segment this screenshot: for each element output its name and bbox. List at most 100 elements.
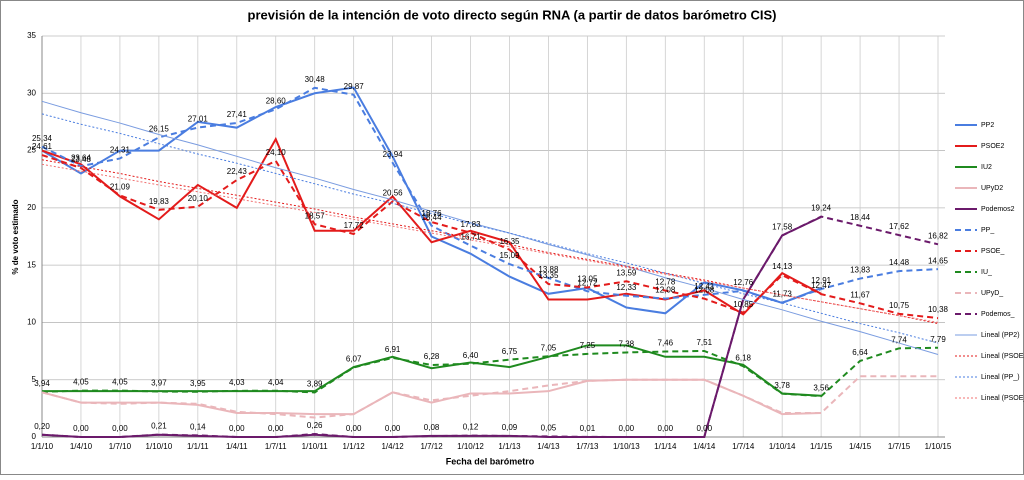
y-axis-title: % de voto estimado <box>11 199 20 274</box>
x-tick-label: 1/1/12 <box>343 442 366 451</box>
data-label: 18,76 <box>422 209 443 218</box>
x-tick-label: 1/4/10 <box>70 442 93 451</box>
x-tick-label: 1/10/10 <box>146 442 173 451</box>
legend-label: Lineal (PP_) <box>981 374 1020 381</box>
x-tick-label: 1/10/14 <box>769 442 796 451</box>
series-line <box>41 375 938 419</box>
series-line <box>41 154 939 320</box>
x-tick-label: 1/1/10 <box>31 442 54 451</box>
data-label: 7,51 <box>696 338 712 347</box>
data-label: 18,44 <box>422 213 443 222</box>
data-label: 28,60 <box>266 96 287 105</box>
data-label: 10,75 <box>889 301 910 310</box>
chart-title: previsión de la intención de voto direct… <box>248 7 777 22</box>
data-label: 4,05 <box>73 378 89 387</box>
data-label: 10,38 <box>928 305 949 314</box>
data-label: 3,95 <box>190 379 206 388</box>
y-tick-label: 10 <box>27 318 36 327</box>
data-label: 16,71 <box>461 233 482 242</box>
legend-label: UPyD_ <box>981 290 1003 297</box>
data-label: 13,88 <box>538 265 559 274</box>
data-label: 0,09 <box>502 423 518 432</box>
data-label: 6,64 <box>852 348 868 357</box>
data-label: 13,05 <box>577 275 598 284</box>
data-label: 24,31 <box>110 146 131 155</box>
data-label: 20,56 <box>383 189 404 198</box>
x-tick-label: 1/1/11 <box>187 442 209 451</box>
data-label: 6,75 <box>502 347 518 356</box>
data-label: 7,05 <box>541 343 557 352</box>
data-label: 17,62 <box>889 222 910 231</box>
data-label: 19,83 <box>149 197 170 206</box>
data-label: 17,72 <box>344 221 365 230</box>
data-label: 0,00 <box>229 424 245 433</box>
x-tick-label: 1/10/11 <box>302 442 329 451</box>
legend-label: IU2 <box>981 164 992 171</box>
x-tick-label: 1/7/15 <box>888 442 911 451</box>
data-label: 22,43 <box>227 167 248 176</box>
data-label: 3,78 <box>774 381 790 390</box>
x-tick-label: 1/4/12 <box>381 442 404 451</box>
data-label: 0,08 <box>424 423 440 432</box>
data-label: 12,33 <box>616 283 637 292</box>
data-label: 15,09 <box>499 251 520 260</box>
legend-label: Podemos2 <box>981 206 1015 213</box>
x-tick-label: 1/1/14 <box>654 442 677 451</box>
data-label: 0,12 <box>463 423 479 432</box>
data-label: 24,10 <box>266 148 287 157</box>
legend-label: IU_ <box>981 269 992 276</box>
data-label: 0,00 <box>658 424 674 433</box>
data-label: 7,74 <box>891 335 907 344</box>
data-label: 3,89 <box>307 380 323 389</box>
data-label: 6,07 <box>346 355 362 364</box>
data-label: 20,10 <box>188 194 209 203</box>
legend-label: UPyD2 <box>981 185 1003 192</box>
data-label: 0,00 <box>696 424 712 433</box>
x-tick-label: 1/10/12 <box>457 442 484 451</box>
data-label: 12,72 <box>577 278 598 287</box>
data-label: 12,08 <box>655 286 676 295</box>
data-label: 23,48 <box>71 155 92 164</box>
data-label: 0,05 <box>541 424 557 433</box>
x-tick-label: 1/7/11 <box>265 442 287 451</box>
data-label: 18,44 <box>850 213 871 222</box>
y-tick-label: 25 <box>27 146 36 155</box>
series-line <box>41 86 939 304</box>
y-tick-label: 30 <box>27 88 36 97</box>
data-label: 11,67 <box>850 290 870 299</box>
x-tick-label: 1/10/15 <box>925 442 952 451</box>
y-tick-label: 35 <box>27 31 36 40</box>
x-tick-label: 1/1/13 <box>498 442 521 451</box>
data-label: 13,83 <box>850 266 871 275</box>
data-label: 0,20 <box>34 422 50 431</box>
x-tick-label: 1/7/12 <box>420 442 443 451</box>
data-label: 12,47 <box>811 281 832 290</box>
data-label: 16,82 <box>928 231 949 240</box>
data-label: 16,35 <box>499 237 520 246</box>
data-label: 12,78 <box>655 278 676 287</box>
y-tick-label: 0 <box>32 432 37 441</box>
data-label: 6,40 <box>463 351 479 360</box>
legend-label: Podemos_ <box>981 311 1015 318</box>
data-label: 6,18 <box>735 353 751 362</box>
data-label: 14,13 <box>772 262 793 271</box>
data-label: 12,76 <box>733 278 754 287</box>
data-label: 0,00 <box>619 424 635 433</box>
data-label: 7,25 <box>580 341 596 350</box>
data-label: 0,00 <box>73 424 89 433</box>
data-label: 17,58 <box>772 223 793 232</box>
data-label: 14,48 <box>889 258 910 267</box>
data-label: 0,00 <box>268 424 284 433</box>
data-label: 12,41 <box>694 282 715 291</box>
data-label: 4,03 <box>229 378 245 387</box>
legend-label: PP_ <box>981 227 994 234</box>
y-tick-label: 5 <box>32 375 37 384</box>
x-tick-label: 1/10/13 <box>613 442 640 451</box>
x-tick-label: 1/4/13 <box>537 442 560 451</box>
y-tick-label: 20 <box>27 203 36 212</box>
data-label: 4,05 <box>112 378 128 387</box>
data-label: 17,83 <box>461 220 482 229</box>
data-label: 12,08 <box>694 286 715 295</box>
